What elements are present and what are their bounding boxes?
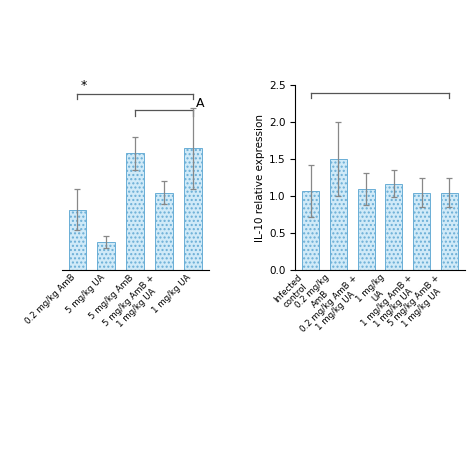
- Bar: [184, 148, 201, 270]
- Bar: [357, 189, 375, 270]
- Bar: [97, 242, 115, 270]
- Bar: [441, 192, 458, 270]
- Bar: [69, 210, 86, 270]
- Text: A: A: [196, 97, 204, 109]
- Y-axis label: IL-10 relative expression: IL-10 relative expression: [255, 114, 265, 242]
- Bar: [302, 191, 319, 270]
- Text: *: *: [81, 79, 87, 92]
- Bar: [126, 154, 144, 270]
- Bar: [155, 192, 173, 270]
- Bar: [330, 159, 347, 270]
- Bar: [385, 183, 402, 270]
- Bar: [413, 192, 430, 270]
